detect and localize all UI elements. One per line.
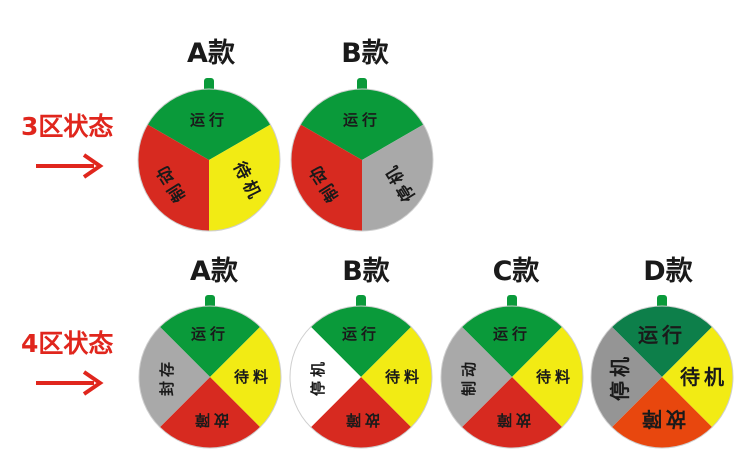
wheel-segment <box>611 377 713 448</box>
segment-label: 待料 <box>536 368 574 386</box>
wheel-segment <box>512 326 583 428</box>
wheel-segment <box>209 124 280 231</box>
row-label-3: 3区状态 <box>21 112 114 141</box>
wheel-segment <box>591 326 662 428</box>
segment-label: 运行 <box>638 323 686 347</box>
wheel-segment <box>361 326 432 428</box>
segment-label: 运行 <box>493 325 531 343</box>
segment-label: 制动 <box>460 358 478 396</box>
segment-label: 故障 <box>638 407 686 431</box>
wheel-rim <box>590 305 734 449</box>
wheel-segment <box>139 326 210 428</box>
wheel-title-4a: A款 <box>190 256 238 287</box>
segment-label: 停机 <box>309 358 327 396</box>
wheel-segment <box>662 326 733 428</box>
wheel-segment <box>441 326 512 428</box>
wheel-rim <box>440 305 584 449</box>
mount-tab <box>507 295 517 309</box>
mount-tab <box>657 295 667 309</box>
wheel-segment <box>300 89 424 160</box>
wheel-segment <box>138 124 209 231</box>
wheel-segment <box>310 306 412 377</box>
segment-label: 故障 <box>493 411 531 429</box>
wheel-segment <box>159 377 261 448</box>
right-arrow-icon <box>36 370 104 396</box>
mount-tab <box>204 78 214 92</box>
wheel-segment <box>159 306 261 377</box>
segment-label: 故障 <box>191 411 229 429</box>
wheel-segment <box>362 124 433 231</box>
wheel-segment <box>611 306 713 377</box>
segment-label: 停机 <box>608 353 632 401</box>
wheel-rim <box>290 88 434 232</box>
segment-label: 运行 <box>343 111 381 129</box>
wheel-rim <box>138 305 282 449</box>
wheel-title-4b: B款 <box>342 256 390 287</box>
segment-label: 故障 <box>342 411 380 429</box>
segment-label: 待料 <box>234 368 272 386</box>
wheel-segment <box>290 326 361 428</box>
segment-label: 运行 <box>342 325 380 343</box>
wheel-segment <box>310 377 412 448</box>
segment-label: 运行 <box>191 325 229 343</box>
wheel-title-3b: B款 <box>341 38 389 69</box>
wheel-segment <box>210 326 281 428</box>
segment-label: 运行 <box>190 111 228 129</box>
wheel-rim <box>289 305 433 449</box>
mount-tab <box>357 78 367 92</box>
wheel-title-4c: C款 <box>492 256 540 287</box>
wheel-segment <box>461 306 563 377</box>
wheel-title-4d: D款 <box>643 256 693 287</box>
wheel-segment <box>291 124 362 231</box>
segment-label: 封存 <box>158 358 176 396</box>
mount-tab <box>205 295 215 309</box>
wheel-segment <box>147 89 271 160</box>
wheel-title-3a: A款 <box>187 38 235 69</box>
wheel-segment <box>461 377 563 448</box>
segment-label: 待机 <box>680 365 728 389</box>
row-label-4: 4区状态 <box>21 329 114 358</box>
segment-label: 待料 <box>385 368 423 386</box>
wheel-rim <box>137 88 281 232</box>
right-arrow-icon <box>36 153 104 179</box>
mount-tab <box>356 295 366 309</box>
